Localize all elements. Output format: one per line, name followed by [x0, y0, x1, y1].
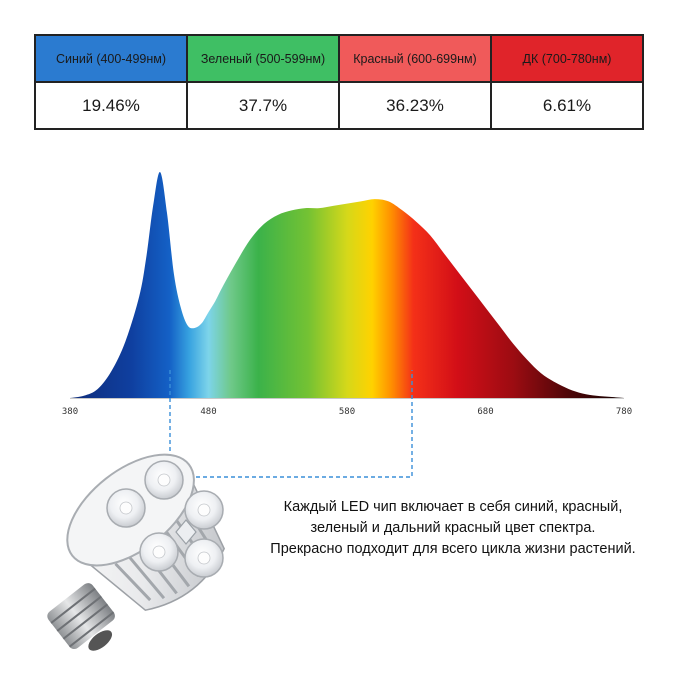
band-value-blue: 19.46%	[34, 81, 188, 130]
caption-line-1: Каждый LED чип включает в себя синий, кр…	[283, 499, 623, 515]
spectrum-area	[70, 171, 624, 398]
band-value-row: 19.46% 37.7% 36.23% 6.61%	[34, 81, 644, 130]
x-tick-label: 480	[200, 407, 216, 417]
x-tick-label: 380	[62, 407, 78, 417]
led-bulb-image	[47, 453, 226, 651]
caption-text: Каждый LED чип включает в себя синий, кр…	[238, 497, 668, 560]
band-header-row: Синий (400-499нм) Зеленый (500-599нм) Кр…	[34, 34, 644, 83]
x-tick-label: 580	[339, 407, 355, 417]
band-label-green: Зеленый (500-599нм)	[186, 34, 340, 83]
band-value-far-red: 6.61%	[490, 81, 644, 130]
band-label-blue: Синий (400-499нм)	[34, 34, 188, 83]
spectrum-chart: 380 480 580 680 780	[62, 171, 632, 478]
bulb-screw-base	[47, 583, 115, 651]
band-connector-line	[169, 370, 413, 478]
band-value-green: 37.7%	[186, 81, 340, 130]
caption-line-3: Прекрасно подходит для всего цикла жизни…	[270, 541, 636, 557]
band-label-far-red: ДК (700-780нм)	[490, 34, 644, 83]
band-value-red: 36.23%	[338, 81, 492, 130]
band-table: Синий (400-499нм) Зеленый (500-599нм) Кр…	[34, 34, 644, 130]
x-tick-label: 780	[616, 407, 632, 417]
band-label-red: Красный (600-699нм)	[338, 34, 492, 83]
caption-line-2: зеленый и дальний красный цвет спектра.	[310, 520, 596, 536]
x-tick-label: 680	[477, 407, 493, 417]
x-axis-ticks: 380 480 580 680 780	[62, 407, 632, 417]
